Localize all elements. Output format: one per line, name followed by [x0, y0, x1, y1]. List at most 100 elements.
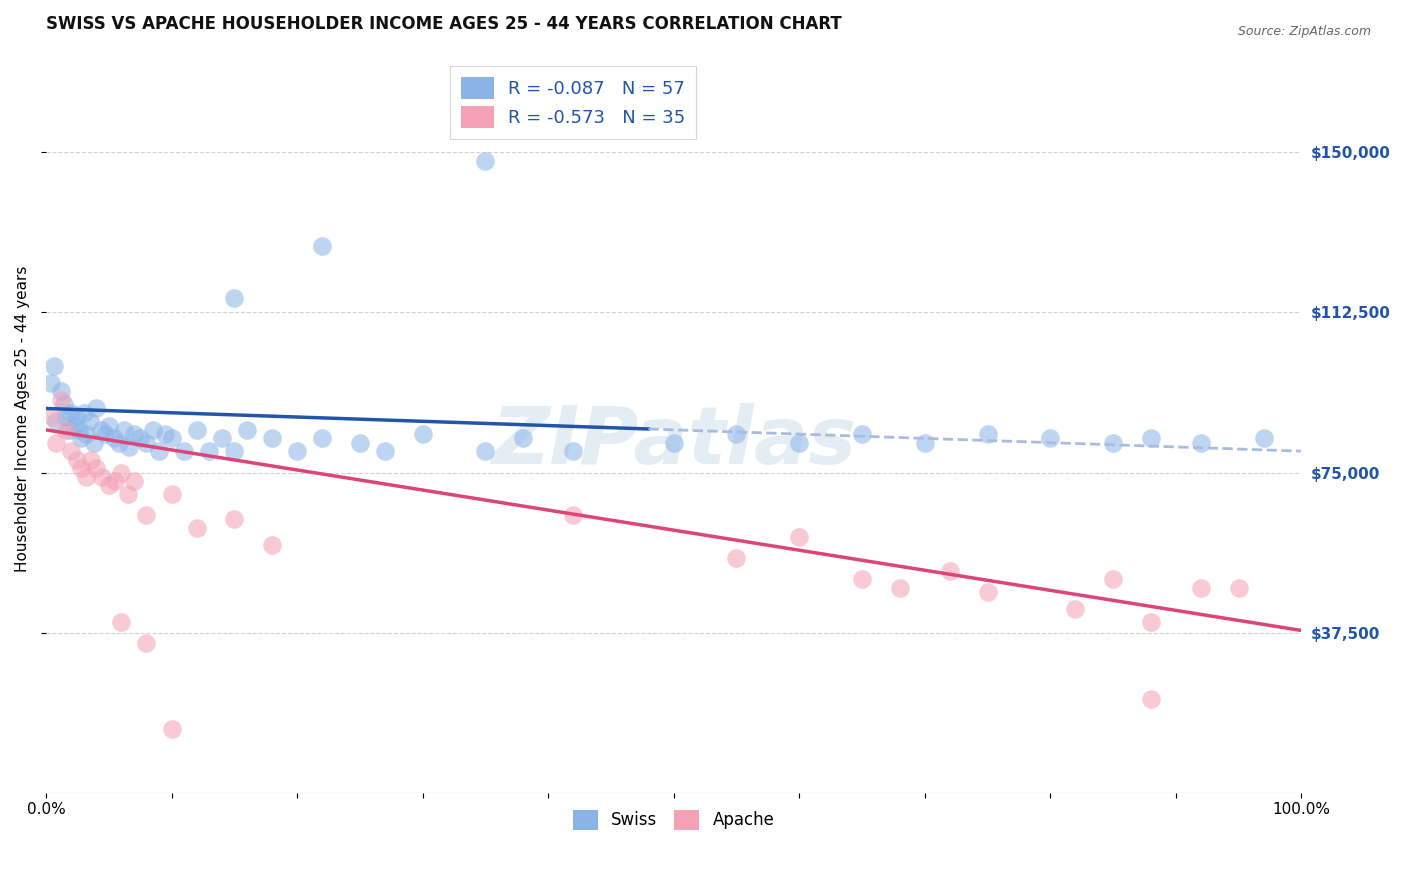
- Point: [474, 444, 496, 458]
- Point: [65, 410, 87, 425]
- Point: [142, 423, 165, 437]
- Point: [135, 508, 157, 523]
- Point: [662, 435, 685, 450]
- Point: [90, 423, 112, 437]
- Point: [70, 461, 93, 475]
- Point: [851, 572, 873, 586]
- Point: [224, 444, 246, 458]
- Point: [198, 444, 221, 458]
- Point: [725, 550, 748, 565]
- Point: [52, 397, 75, 411]
- Point: [412, 427, 434, 442]
- Point: [62, 418, 84, 433]
- Point: [186, 423, 208, 437]
- Point: [84, 461, 107, 475]
- Point: [83, 435, 105, 450]
- Point: [80, 452, 103, 467]
- Point: [110, 615, 132, 629]
- Text: Source: ZipAtlas.com: Source: ZipAtlas.com: [1237, 25, 1371, 38]
- Point: [725, 427, 748, 442]
- Point: [60, 444, 83, 458]
- Point: [976, 585, 998, 599]
- Point: [67, 423, 90, 437]
- Point: [84, 401, 107, 416]
- Point: [512, 431, 534, 445]
- Point: [39, 376, 62, 390]
- Point: [160, 431, 183, 445]
- Point: [1189, 435, 1212, 450]
- Point: [787, 530, 810, 544]
- Point: [1139, 431, 1161, 445]
- Text: ZIPatlas: ZIPatlas: [491, 402, 856, 481]
- Point: [148, 444, 170, 458]
- Point: [1139, 691, 1161, 706]
- Point: [49, 384, 72, 399]
- Point: [45, 435, 67, 450]
- Point: [97, 478, 120, 492]
- Point: [173, 444, 195, 458]
- Point: [135, 435, 157, 450]
- Point: [135, 636, 157, 650]
- Point: [160, 487, 183, 501]
- Point: [1139, 615, 1161, 629]
- Point: [236, 423, 259, 437]
- Point: [285, 444, 308, 458]
- Y-axis label: Householder Income Ages 25 - 44 years: Householder Income Ages 25 - 44 years: [15, 266, 30, 573]
- Point: [129, 431, 152, 445]
- Point: [186, 521, 208, 535]
- Point: [112, 423, 135, 437]
- Point: [75, 427, 97, 442]
- Point: [110, 466, 132, 480]
- Point: [70, 431, 93, 445]
- Point: [1253, 431, 1275, 445]
- Point: [562, 444, 585, 458]
- Point: [122, 474, 145, 488]
- Text: SWISS VS APACHE HOUSEHOLDER INCOME AGES 25 - 44 YEARS CORRELATION CHART: SWISS VS APACHE HOUSEHOLDER INCOME AGES …: [46, 15, 842, 33]
- Point: [260, 538, 283, 552]
- Point: [889, 581, 911, 595]
- Point: [107, 435, 129, 450]
- Point: [122, 427, 145, 442]
- Point: [55, 423, 77, 437]
- Point: [58, 423, 80, 437]
- Point: [1039, 431, 1062, 445]
- Point: [349, 435, 371, 450]
- Point: [160, 722, 183, 736]
- Point: [104, 474, 127, 488]
- Point: [474, 153, 496, 168]
- Point: [41, 410, 63, 425]
- Point: [260, 431, 283, 445]
- Legend: Swiss, Apache: Swiss, Apache: [567, 803, 782, 837]
- Point: [311, 431, 333, 445]
- Point: [49, 392, 72, 407]
- Point: [79, 414, 101, 428]
- Point: [224, 291, 246, 305]
- Point: [224, 512, 246, 526]
- Point: [117, 487, 139, 501]
- Point: [374, 444, 396, 458]
- Point: [91, 470, 114, 484]
- Point: [45, 414, 67, 428]
- Point: [97, 418, 120, 433]
- Point: [562, 508, 585, 523]
- Point: [94, 427, 117, 442]
- Point: [55, 410, 77, 425]
- Point: [42, 359, 65, 373]
- Point: [1064, 602, 1087, 616]
- Point: [211, 431, 233, 445]
- Point: [103, 431, 125, 445]
- Point: [939, 564, 962, 578]
- Point: [914, 435, 936, 450]
- Point: [60, 406, 83, 420]
- Point: [976, 427, 998, 442]
- Point: [1102, 572, 1125, 586]
- Point: [311, 239, 333, 253]
- Point: [1102, 435, 1125, 450]
- Point: [75, 470, 97, 484]
- Point: [787, 435, 810, 450]
- Point: [118, 440, 141, 454]
- Point: [155, 427, 177, 442]
- Point: [66, 452, 89, 467]
- Point: [1189, 581, 1212, 595]
- Point: [72, 406, 94, 420]
